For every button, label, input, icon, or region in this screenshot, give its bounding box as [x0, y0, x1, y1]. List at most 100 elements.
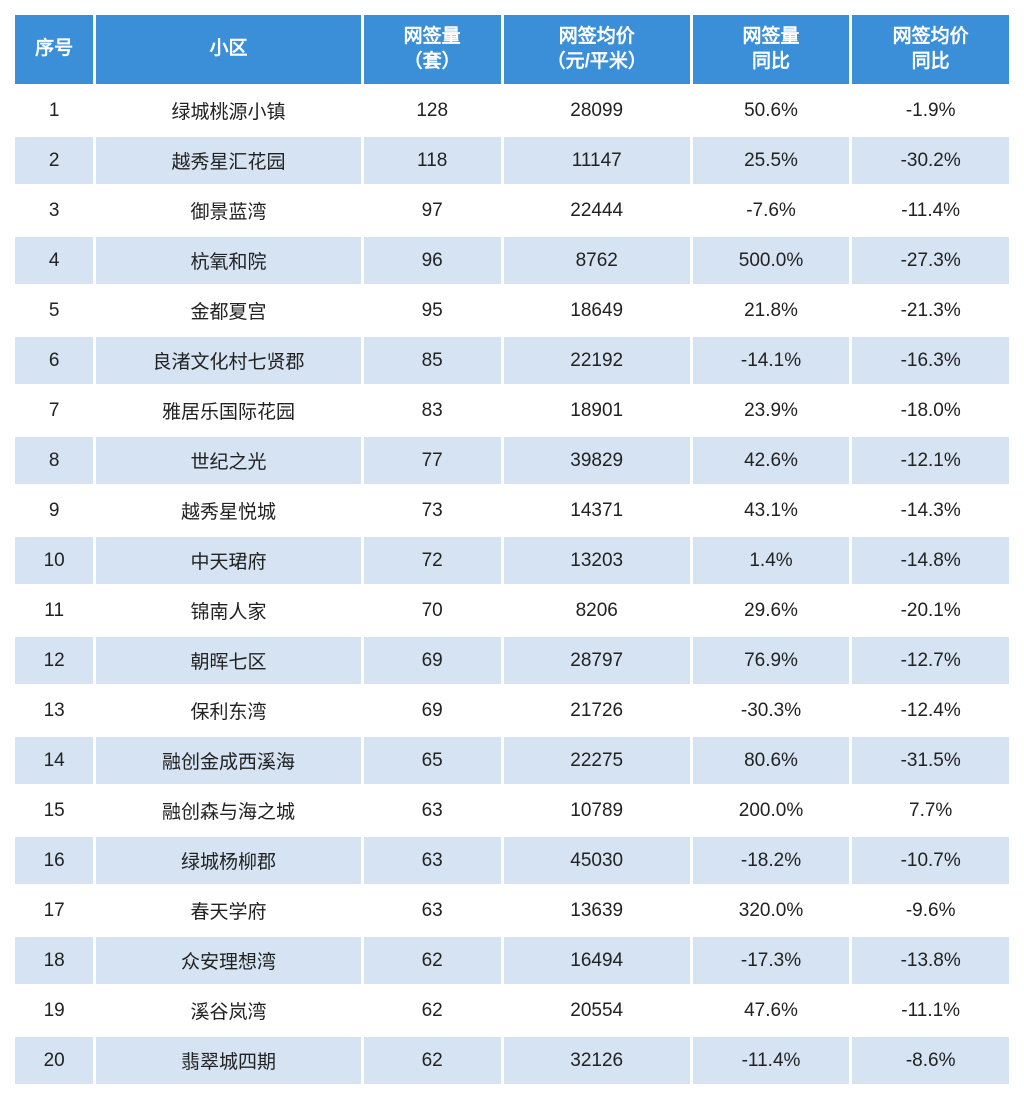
- table-cell: 5: [15, 287, 93, 334]
- table-cell: 320.0%: [693, 887, 850, 934]
- table-row: 5金都夏宫951864921.8%-21.3%: [15, 287, 1009, 334]
- table-cell: 32126: [504, 1037, 690, 1084]
- table-cell: 2: [15, 137, 93, 184]
- table-cell: 雅居乐国际花园: [96, 387, 360, 434]
- table-cell: -18.2%: [693, 837, 850, 884]
- table-cell: 22444: [504, 187, 690, 234]
- table-cell: -17.3%: [693, 937, 850, 984]
- column-header-2: 网签量 （套）: [364, 15, 501, 84]
- table-cell: 80.6%: [693, 737, 850, 784]
- table-cell: -31.5%: [852, 737, 1009, 784]
- table-cell: -14.3%: [852, 487, 1009, 534]
- table-cell: 16494: [504, 937, 690, 984]
- table-cell: -11.4%: [852, 187, 1009, 234]
- table-cell: 18901: [504, 387, 690, 434]
- table-cell: 14371: [504, 487, 690, 534]
- table-cell: 63: [364, 837, 501, 884]
- table-cell: 10: [15, 537, 93, 584]
- table-cell: 62: [364, 1037, 501, 1084]
- table-cell: 春天学府: [96, 887, 360, 934]
- table-cell: 65: [364, 737, 501, 784]
- table-cell: 20554: [504, 987, 690, 1034]
- table-cell: 29.6%: [693, 587, 850, 634]
- table-cell: -14.8%: [852, 537, 1009, 584]
- table-cell: 越秀星悦城: [96, 487, 360, 534]
- table-cell: 13203: [504, 537, 690, 584]
- table-row: 16绿城杨柳郡6345030-18.2%-10.7%: [15, 837, 1009, 884]
- table-cell: 9: [15, 487, 93, 534]
- table-cell: 杭氧和院: [96, 237, 360, 284]
- table-cell: -13.8%: [852, 937, 1009, 984]
- table-row: 18众安理想湾6216494-17.3%-13.8%: [15, 937, 1009, 984]
- table-row: 4杭氧和院968762500.0%-27.3%: [15, 237, 1009, 284]
- table-cell: -7.6%: [693, 187, 850, 234]
- table-cell: 18: [15, 937, 93, 984]
- table-cell: -12.4%: [852, 687, 1009, 734]
- column-header-3: 网签均价 （元/平米）: [504, 15, 690, 84]
- table-cell: 85: [364, 337, 501, 384]
- table-row: 13保利东湾6921726-30.3%-12.4%: [15, 687, 1009, 734]
- table-cell: 83: [364, 387, 501, 434]
- table-cell: 19: [15, 987, 93, 1034]
- table-cell: 63: [364, 787, 501, 834]
- table-cell: 10789: [504, 787, 690, 834]
- table-cell: 500.0%: [693, 237, 850, 284]
- table-cell: -1.9%: [852, 87, 1009, 134]
- table-cell: 14: [15, 737, 93, 784]
- table-cell: 18649: [504, 287, 690, 334]
- table-cell: -20.1%: [852, 587, 1009, 634]
- table-cell: 47.6%: [693, 987, 850, 1034]
- table-cell: 77: [364, 437, 501, 484]
- table-cell: 97: [364, 187, 501, 234]
- table-cell: 42.6%: [693, 437, 850, 484]
- table-row: 12朝晖七区692879776.9%-12.7%: [15, 637, 1009, 684]
- table-cell: 翡翠城四期: [96, 1037, 360, 1084]
- table-cell: 200.0%: [693, 787, 850, 834]
- table-cell: 世纪之光: [96, 437, 360, 484]
- table-cell: 融创金成西溪海: [96, 737, 360, 784]
- table-cell: 128: [364, 87, 501, 134]
- table-row: 7雅居乐国际花园831890123.9%-18.0%: [15, 387, 1009, 434]
- table-cell: -8.6%: [852, 1037, 1009, 1084]
- table-cell: -12.1%: [852, 437, 1009, 484]
- table-body: 1绿城桃源小镇1282809950.6%-1.9%2越秀星汇花园11811147…: [15, 87, 1009, 1084]
- table-cell: 7: [15, 387, 93, 434]
- table-cell: 28099: [504, 87, 690, 134]
- table-cell: 朝晖七区: [96, 637, 360, 684]
- table-cell: -16.3%: [852, 337, 1009, 384]
- table-row: 20翡翠城四期6232126-11.4%-8.6%: [15, 1037, 1009, 1084]
- property-sales-table: 序号小区网签量 （套）网签均价 （元/平米）网签量 同比网签均价 同比 1绿城桃…: [12, 12, 1012, 1087]
- table-cell: 良渚文化村七贤郡: [96, 337, 360, 384]
- table-cell: -21.3%: [852, 287, 1009, 334]
- table-cell: 62: [364, 937, 501, 984]
- table-cell: 118: [364, 137, 501, 184]
- table-cell: 中天珺府: [96, 537, 360, 584]
- table-cell: 11: [15, 587, 93, 634]
- table-cell: 69: [364, 687, 501, 734]
- table-cell: 8762: [504, 237, 690, 284]
- table-cell: 17: [15, 887, 93, 934]
- table-cell: 3: [15, 187, 93, 234]
- table-cell: 39829: [504, 437, 690, 484]
- table-cell: -30.3%: [693, 687, 850, 734]
- table-cell: 溪谷岚湾: [96, 987, 360, 1034]
- table-cell: 越秀星汇花园: [96, 137, 360, 184]
- table-header-row: 序号小区网签量 （套）网签均价 （元/平米）网签量 同比网签均价 同比: [15, 15, 1009, 84]
- table-row: 10中天珺府72132031.4%-14.8%: [15, 537, 1009, 584]
- table-cell: 7.7%: [852, 787, 1009, 834]
- table-cell: 御景蓝湾: [96, 187, 360, 234]
- table-cell: 11147: [504, 137, 690, 184]
- table-cell: 8: [15, 437, 93, 484]
- table-cell: 23.9%: [693, 387, 850, 434]
- column-header-0: 序号: [15, 15, 93, 84]
- table-cell: 63: [364, 887, 501, 934]
- column-header-1: 小区: [96, 15, 360, 84]
- table-row: 17春天学府6313639320.0%-9.6%: [15, 887, 1009, 934]
- table-cell: 保利东湾: [96, 687, 360, 734]
- column-header-5: 网签均价 同比: [852, 15, 1009, 84]
- table-row: 15融创森与海之城6310789200.0%7.7%: [15, 787, 1009, 834]
- table-cell: 1.4%: [693, 537, 850, 584]
- table-row: 11锦南人家70820629.6%-20.1%: [15, 587, 1009, 634]
- table-cell: 76.9%: [693, 637, 850, 684]
- table-cell: 50.6%: [693, 87, 850, 134]
